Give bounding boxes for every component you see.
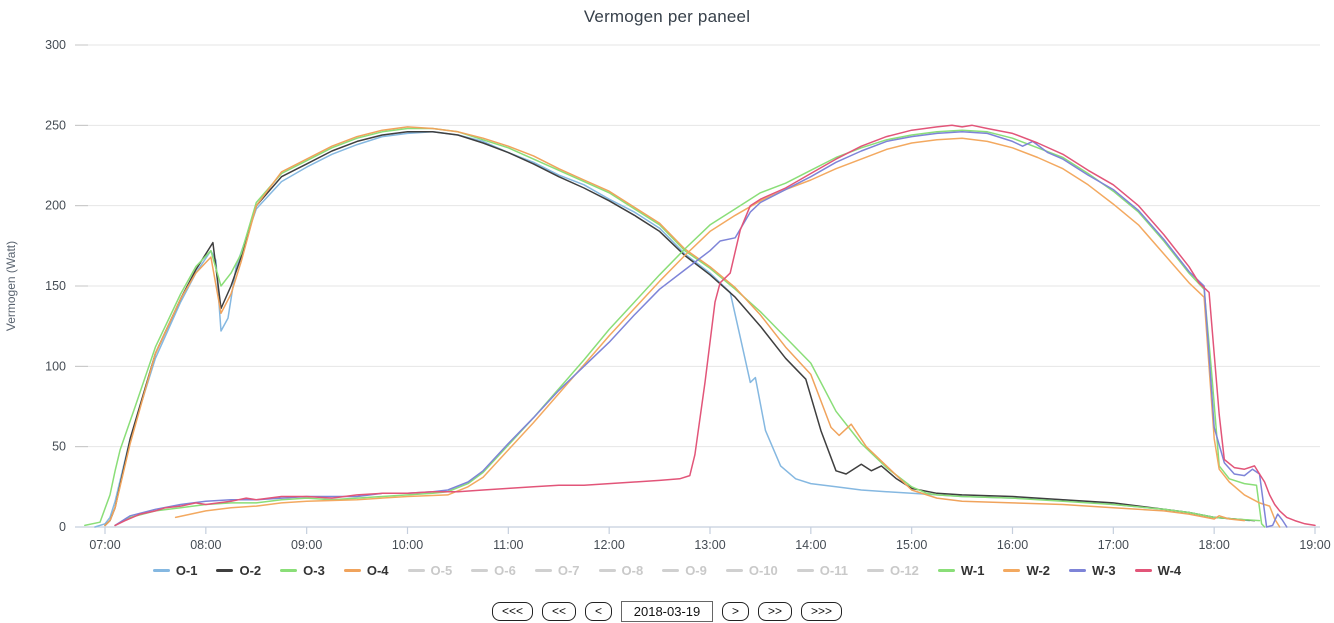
back-one-button[interactable]: < (584, 602, 612, 621)
x-tick-label: 13:00 (694, 538, 725, 552)
legend-label: O-4 (366, 563, 389, 578)
legend-item-O-7[interactable]: O-7 (534, 563, 580, 578)
legend-label: O-5 (430, 563, 453, 578)
series-line-O-4 (104, 126, 1246, 527)
date-input[interactable] (621, 601, 713, 622)
x-tick-label: 14:00 (795, 538, 826, 552)
y-tick-label: 0 (59, 520, 66, 534)
legend-label: O-12 (889, 563, 919, 578)
go-last-button[interactable]: >>> (801, 602, 843, 621)
legend-swatch-W-4 (1134, 569, 1152, 572)
legend-swatch-W-1 (937, 569, 955, 572)
legend-item-W-3[interactable]: W-3 (1069, 563, 1116, 578)
legend-swatch-O-10 (725, 569, 743, 572)
back-fast-button[interactable]: << (541, 602, 576, 621)
series-line-W-4 (114, 124, 1316, 527)
x-tick-label: 19:00 (1299, 538, 1330, 552)
legend-label: O-3 (303, 563, 325, 578)
legend-item-O-6[interactable]: O-6 (471, 563, 516, 578)
x-tick-label: 08:00 (190, 538, 221, 552)
legend-label: W-1 (960, 563, 985, 578)
legend-swatch-O-7 (534, 569, 552, 572)
legend-item-O-4[interactable]: O-4 (343, 563, 389, 578)
x-tick-label: 07:00 (89, 538, 120, 552)
x-tick-label: 16:00 (997, 538, 1028, 552)
page-title: Vermogen per paneel (583, 7, 751, 26)
date-navigation-bar: <<< << < > >> >>> (0, 601, 1334, 622)
y-tick-label: 200 (45, 199, 66, 213)
chart-canvas: 0 50 100 150 200 250 300 07:00 08:00 09:00 10:00 11… (45, 38, 1331, 552)
legend-item-W-4[interactable]: W-4 (1134, 563, 1182, 578)
legend-item-O-1[interactable]: O-1 (152, 563, 198, 578)
legend-label: O-2 (239, 563, 262, 578)
legend-swatch-O-1 (152, 569, 170, 572)
x-tick-label: 18:00 (1199, 538, 1230, 552)
x-tick-label: 10:00 (392, 538, 423, 552)
y-tick-label: 50 (52, 440, 66, 454)
legend-label: O-6 (494, 563, 516, 578)
go-first-button[interactable]: <<< (491, 602, 533, 621)
legend-swatch-W-2 (1003, 569, 1021, 572)
x-tick-label: 11:00 (493, 538, 523, 552)
legend-item-O-2[interactable]: O-2 (216, 563, 261, 578)
y-tick-label: 150 (45, 279, 66, 293)
legend-item-O-3[interactable]: O-3 (280, 563, 325, 578)
legend-label: O-1 (175, 563, 198, 578)
legend-swatch-O-4 (343, 569, 361, 572)
y-tick-label: 300 (45, 38, 66, 52)
series-line-W-3 (114, 131, 1288, 528)
series-line-W-1 (114, 129, 1266, 528)
legend-item-O-5[interactable]: O-5 (407, 563, 453, 578)
legend-label: W-4 (1157, 563, 1182, 578)
legend-label: O-9 (685, 563, 707, 578)
legend-item-O-8[interactable]: O-8 (598, 563, 644, 578)
x-tick-label: 15:00 (896, 538, 927, 552)
legend-item-O-12[interactable]: O-12 (866, 563, 919, 578)
x-tick-label: 12:00 (594, 538, 625, 552)
legend-swatch-O-5 (407, 569, 425, 572)
legend-label: O-10 (748, 563, 778, 578)
legend-item-O-11[interactable]: O-11 (796, 563, 848, 578)
legend-label: W-2 (1026, 563, 1051, 578)
legend-swatch-O-6 (471, 569, 489, 572)
legend-label: W-3 (1092, 563, 1116, 578)
legend-label: O-8 (621, 563, 644, 578)
legend-swatch-O-12 (866, 569, 884, 572)
x-tick-label: 09:00 (291, 538, 322, 552)
legend-label: O-11 (819, 563, 848, 578)
chart-legend: O-1 O-2 O-3 O-4 O-5 O-6 O-7 O-8 O-9 O-10 O-11 O-12 W… (0, 563, 1334, 578)
legend-swatch-W-3 (1069, 569, 1087, 572)
y-tick-label: 100 (45, 359, 66, 373)
forward-one-button[interactable]: > (722, 602, 750, 621)
legend-swatch-O-11 (796, 569, 814, 572)
series-line-O-2 (104, 131, 1256, 527)
legend-label: O-7 (557, 563, 580, 578)
legend-swatch-O-9 (662, 569, 680, 572)
legend-item-O-9[interactable]: O-9 (662, 563, 707, 578)
legend-swatch-O-2 (216, 569, 234, 572)
forward-fast-button[interactable]: >> (758, 602, 793, 621)
series-line-W-2 (174, 137, 1281, 528)
legend-item-W-2[interactable]: W-2 (1003, 563, 1050, 578)
y-tick-label: 250 (45, 118, 66, 132)
series-line-O-3 (84, 127, 1261, 527)
legend-swatch-O-3 (280, 569, 298, 572)
x-tick-label: 17:00 (1098, 538, 1129, 552)
legend-item-W-1[interactable]: W-1 (937, 563, 985, 578)
legend-swatch-O-8 (598, 569, 616, 572)
legend-item-O-10[interactable]: O-10 (725, 563, 778, 578)
